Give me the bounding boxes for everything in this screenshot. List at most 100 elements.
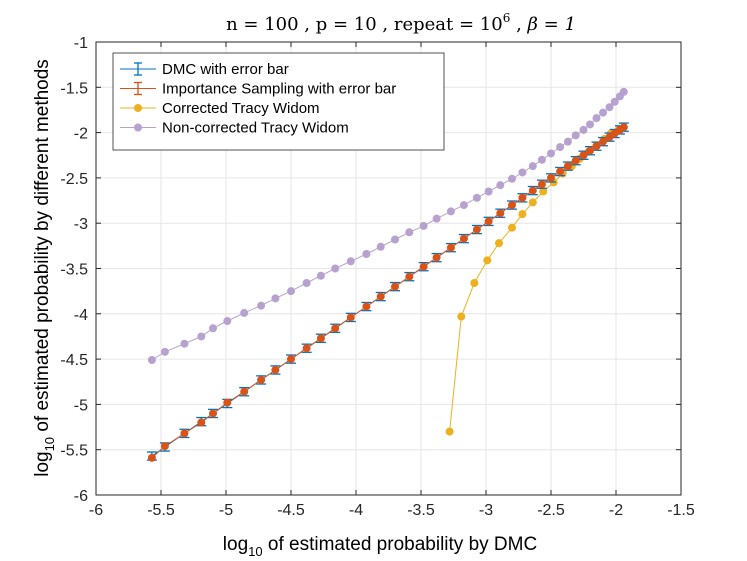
data-point <box>257 375 266 384</box>
title-beta: β = 1 <box>527 14 576 35</box>
data-point <box>180 339 189 348</box>
data-point <box>508 174 516 183</box>
data-point <box>528 186 537 195</box>
x-tick-label: -3 <box>479 502 493 519</box>
data-point <box>446 243 455 252</box>
data-point <box>331 324 340 333</box>
legend-box <box>112 52 445 151</box>
y-tick-label: -2 <box>74 126 88 143</box>
data-point <box>316 271 325 280</box>
series-layer <box>146 87 629 462</box>
data-point <box>419 262 428 271</box>
title-repeat-exponent: 6 <box>503 11 511 25</box>
data-point <box>302 344 311 353</box>
data-point <box>376 242 385 251</box>
y-tick-label: -2.5 <box>60 171 88 188</box>
data-point <box>160 442 169 451</box>
data-point <box>483 256 492 265</box>
data-point <box>528 162 537 171</box>
data-point <box>147 356 156 365</box>
title-repeat: repeat = 10 <box>394 14 503 35</box>
data-point <box>563 137 572 146</box>
y-tick-label: -1.5 <box>60 80 88 97</box>
series-non-corrected-tracy-widom <box>147 87 628 365</box>
legend-marker <box>134 123 142 132</box>
y-tick-label: -1 <box>74 35 88 52</box>
x-axis-label: log10 of estimated probability by DMC <box>223 534 537 559</box>
x-axis-label-rest: of estimated probability by DMC <box>263 534 538 555</box>
data-point <box>518 193 527 202</box>
x-tick-label: -6 <box>89 502 103 519</box>
x-tick-label: -4.5 <box>277 502 305 519</box>
data-point <box>556 143 565 152</box>
data-point <box>470 278 479 287</box>
data-point <box>619 87 628 96</box>
x-tick-label: -3.5 <box>407 502 435 519</box>
data-point <box>518 210 527 219</box>
x-axis-label-log: log <box>223 534 248 555</box>
data-point <box>446 207 455 216</box>
data-point <box>302 278 311 287</box>
legend: DMC with error bar Importance Sampling wi… <box>112 52 445 151</box>
data-point <box>362 250 371 259</box>
data-point <box>592 142 601 151</box>
data-point <box>484 187 493 196</box>
data-point <box>537 155 546 164</box>
x-tick-label: -1.5 <box>667 502 695 519</box>
data-point <box>508 223 516 232</box>
x-tick-label: -5 <box>219 502 233 519</box>
data-point <box>346 257 355 266</box>
data-point <box>223 398 232 407</box>
x-tick-label: -5.5 <box>147 502 175 519</box>
data-point <box>586 146 594 155</box>
data-point <box>599 137 607 146</box>
data-point <box>197 332 206 341</box>
data-point <box>484 217 493 226</box>
data-point <box>547 149 555 158</box>
title-sep-3: , <box>510 14 527 35</box>
data-point <box>240 387 249 396</box>
data-point <box>571 156 580 165</box>
title-p: p = 10 <box>316 14 377 35</box>
title-n: n = 100 <box>226 14 298 35</box>
legend-item-dmc-with-error-bar: DMC with error bar <box>120 61 289 78</box>
data-point <box>405 272 414 281</box>
y-tick-label: -3 <box>74 216 88 233</box>
legend-item-non-corrected-tracy-widom: Non-corrected Tracy Widom <box>120 120 349 137</box>
data-point <box>391 235 399 244</box>
title-sep-2: , <box>377 14 394 35</box>
data-point <box>209 409 217 418</box>
axes-box <box>95 41 682 496</box>
data-point <box>579 125 588 134</box>
data-point <box>391 282 399 291</box>
data-point <box>346 313 355 322</box>
x-tick-label: -4 <box>349 502 363 519</box>
data-point <box>223 317 232 326</box>
y-tick-label: -6 <box>74 488 88 505</box>
data-point <box>362 302 371 311</box>
data-point <box>147 453 156 462</box>
legend-marker <box>134 104 142 112</box>
legend-item-corrected-tracy-widom: Corrected Tracy Widom <box>120 100 320 117</box>
data-point <box>563 162 572 171</box>
data-point <box>579 151 588 160</box>
data-point <box>287 287 295 296</box>
data-point <box>472 225 481 234</box>
data-point <box>619 123 628 132</box>
data-point <box>547 173 555 182</box>
data-point <box>592 114 601 123</box>
x-tick-label: -2.5 <box>537 502 565 519</box>
data-point <box>457 312 466 321</box>
data-point <box>419 221 428 230</box>
legend-label: DMC with error bar <box>162 61 289 78</box>
data-point <box>197 418 206 427</box>
y-axis-label-log: log <box>32 451 53 476</box>
data-point <box>508 201 516 210</box>
y-axis-label-sub: 10 <box>42 437 57 451</box>
data-point <box>180 429 189 438</box>
axis-ticks: -6 -5.5 -5 -4.5 -4 -3.5 -3 -2.5 -2 -1.5 -6 -5.5 -5 -4… <box>60 35 694 519</box>
data-point <box>432 214 441 223</box>
y-tick-label: -4.5 <box>60 352 88 369</box>
y-axis-label-rest: of estimated probability by different me… <box>32 59 53 437</box>
